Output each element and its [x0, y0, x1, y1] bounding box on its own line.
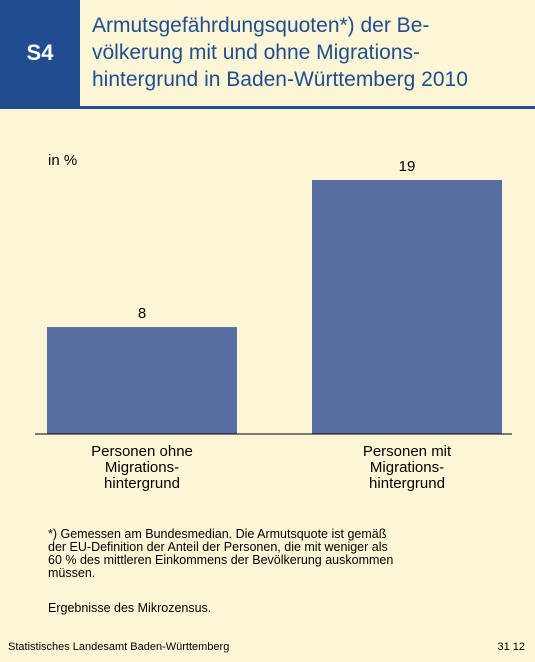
chart-title: Armutsgefährdungsquoten*) der Be- völker…	[92, 14, 468, 91]
value-label: 19	[399, 158, 416, 175]
code: 31 12	[497, 641, 525, 653]
source-note: Ergebnisse des Mikrozensus.	[48, 601, 212, 615]
publisher: Statistisches Landesamt Baden-Württember…	[8, 641, 230, 653]
badge: S4	[0, 0, 80, 106]
footnote: *) Gemessen am Bundesmedian. Die Armutsq…	[48, 527, 394, 580]
bar	[47, 327, 237, 434]
x-tick-label: Personen mit Migrations-hintergrund	[363, 443, 452, 492]
value-label: 8	[138, 305, 146, 322]
unit-label: in %	[48, 152, 77, 169]
header-rule	[0, 106, 535, 109]
bar	[312, 180, 502, 434]
x-tick-label: Personen ohne Migrations-hintergrund	[91, 443, 193, 492]
